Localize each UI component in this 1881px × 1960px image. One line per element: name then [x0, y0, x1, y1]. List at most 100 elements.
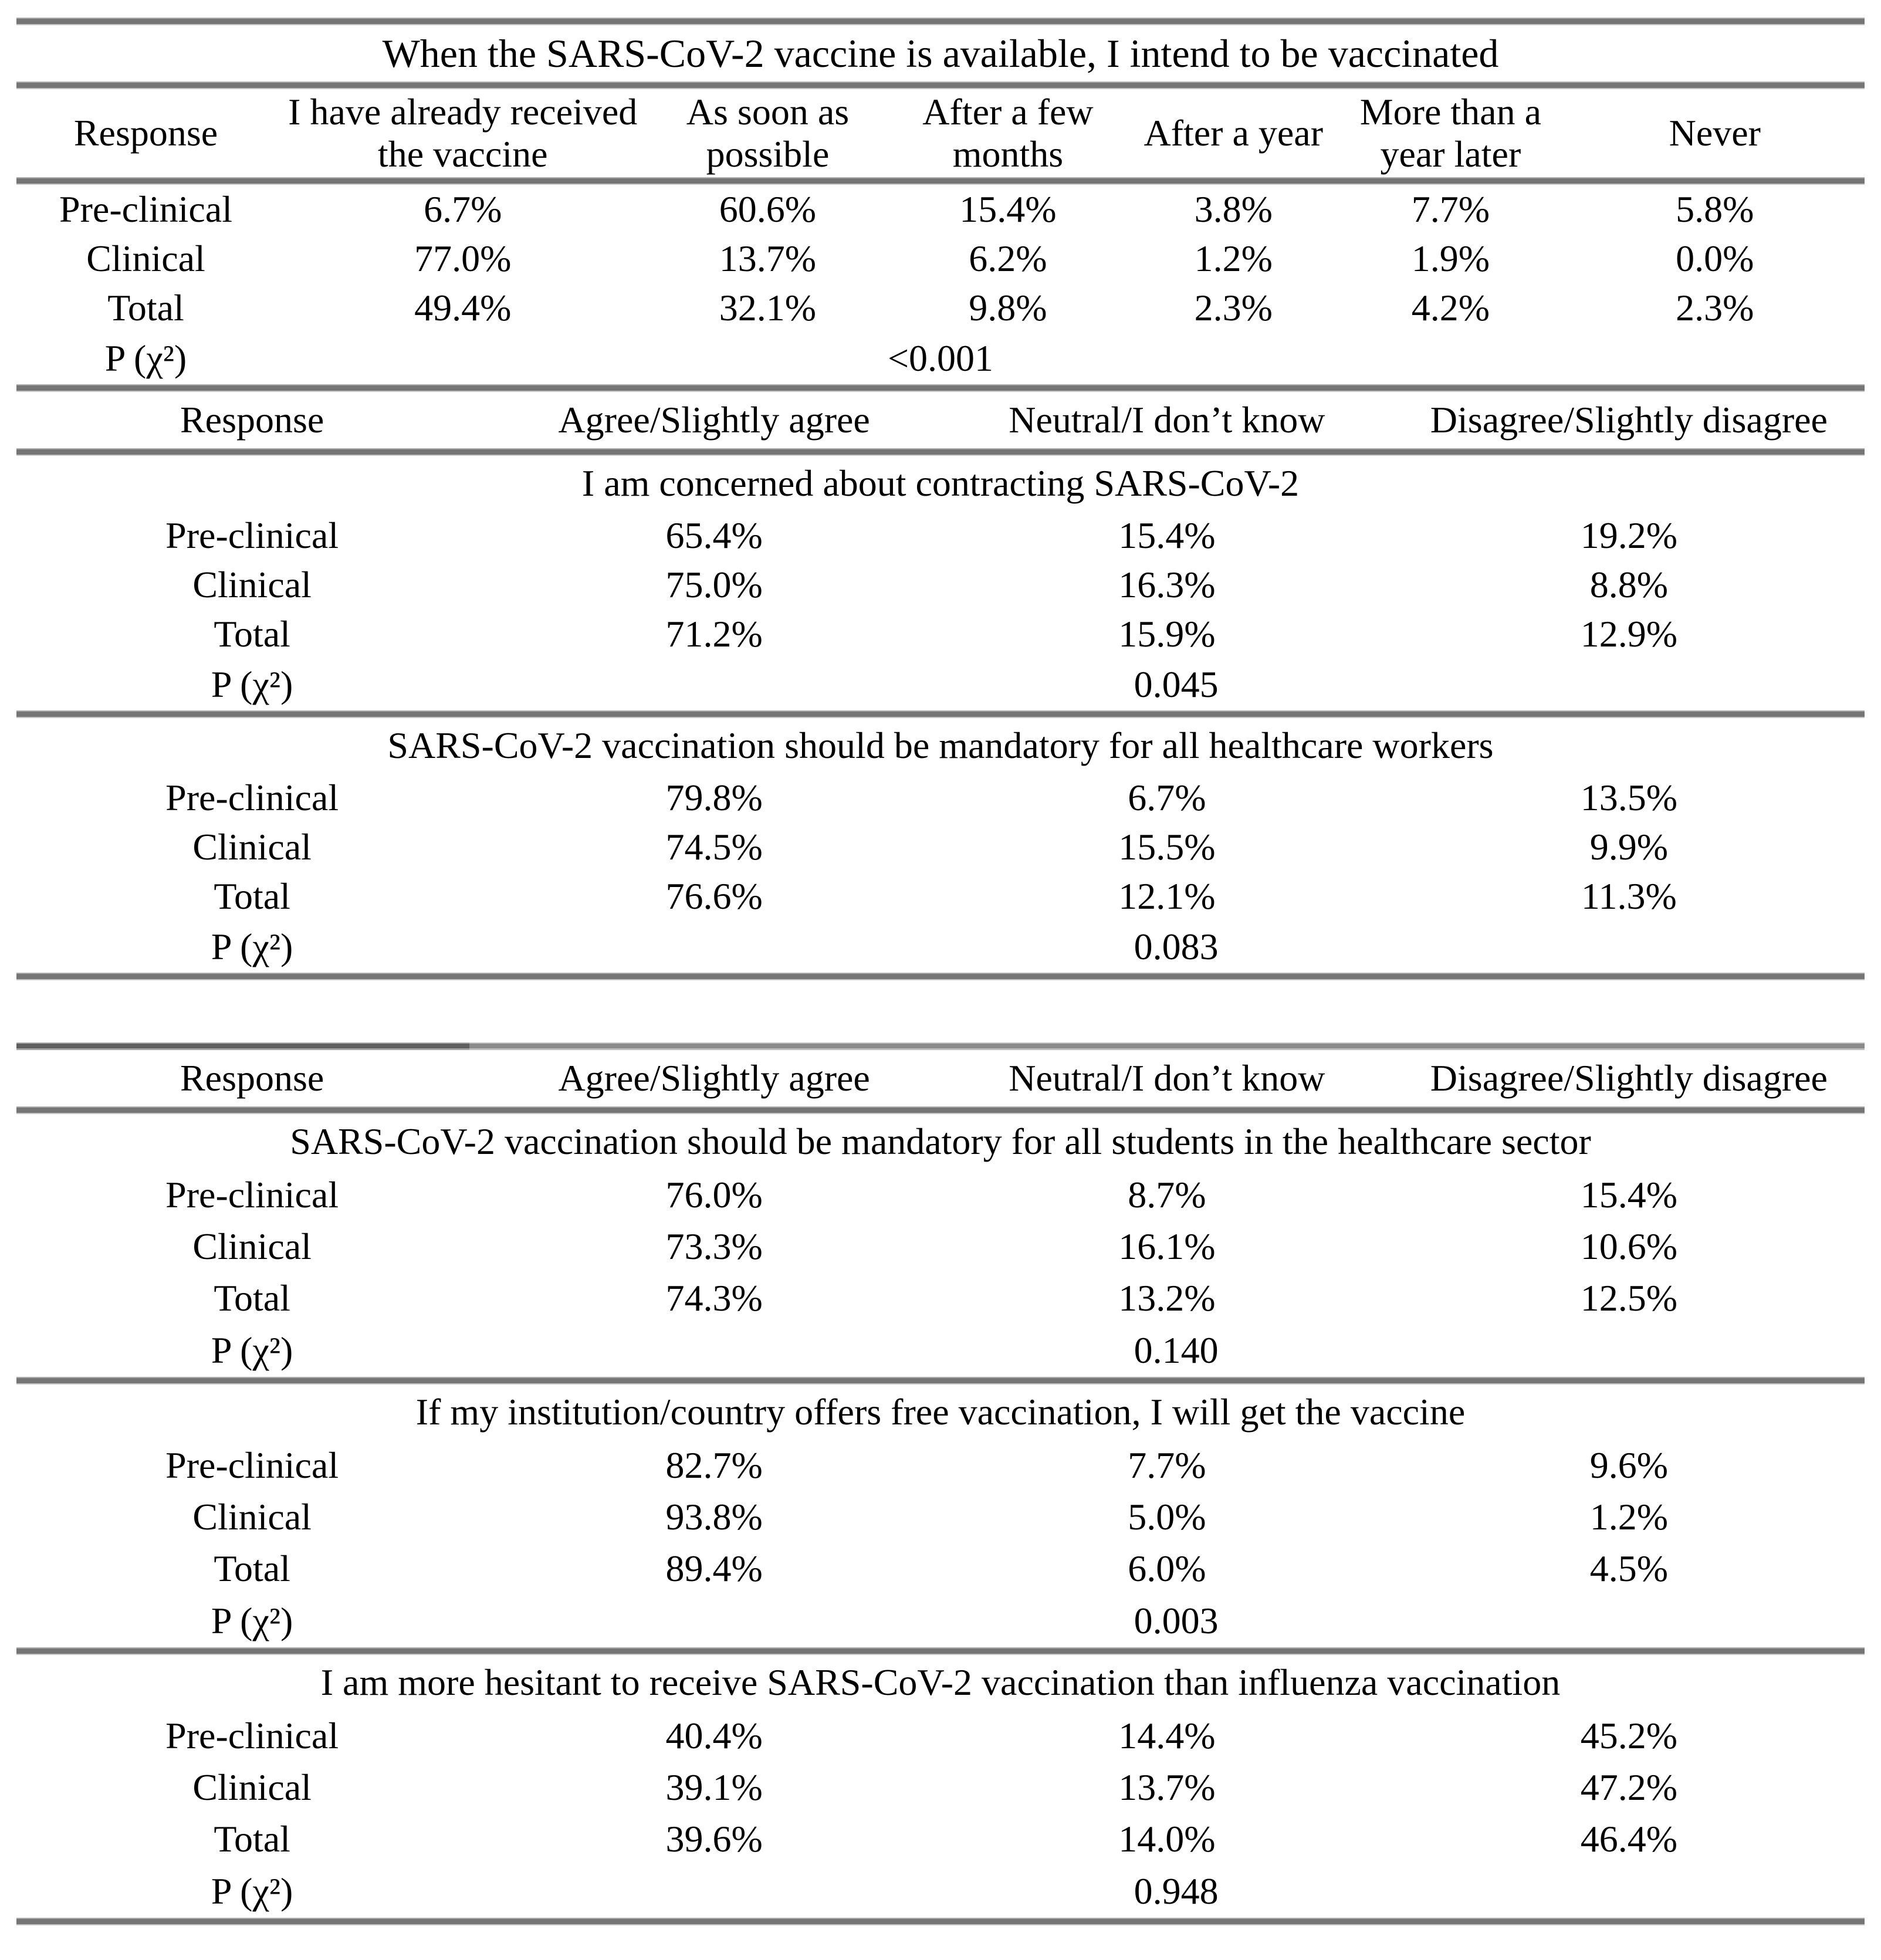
intent-and-attitudes-table: When the SARS-CoV-2 vaccine is available… [0, 18, 1881, 980]
intent-table-title: When the SARS-CoV-2 vaccine is available… [382, 31, 1499, 76]
p-value-row: P (χ²) <0.001 [16, 333, 1865, 384]
row-label: Clinical [192, 1766, 312, 1808]
row-label: Clinical [192, 1496, 312, 1538]
table-row-preclinical: Pre-clinical 82.7% 7.7% 9.6% [16, 1440, 1865, 1491]
cell-value: 7.7% [1128, 1444, 1206, 1486]
cell-value: 6.0% [1128, 1548, 1206, 1589]
cell-value: 39.6% [665, 1818, 763, 1860]
table-row-preclinical: Pre-clinical 40.4% 14.4% 45.2% [16, 1710, 1865, 1762]
cell-value: 46.4% [1580, 1818, 1678, 1860]
column-header-disagree: Disagree/Slightly disagree [1430, 399, 1828, 441]
table-row-clinical: Clinical 39.1% 13.7% 47.2% [16, 1762, 1865, 1813]
table-bottom-rule [16, 1918, 1865, 1925]
row-label: Total [214, 613, 290, 655]
cell-value: 75.0% [665, 564, 763, 605]
section-rule [16, 710, 1865, 718]
cell-value: 9.6% [1589, 1444, 1669, 1486]
p-value-row: P (χ²) 0.948 [16, 1865, 1865, 1918]
section-rule [16, 1647, 1865, 1655]
p-label: P (χ²) [211, 926, 293, 967]
row-label: Clinical [86, 238, 205, 279]
likert-header-row: Response Agree/Slightly agree Neutral/I … [16, 1050, 1865, 1106]
cell-value: 39.1% [665, 1766, 763, 1808]
cell-value: 14.0% [1118, 1818, 1216, 1860]
cell-value: 12.5% [1580, 1277, 1678, 1319]
p-value: <0.001 [887, 337, 994, 379]
row-label: Clinical [192, 826, 312, 868]
cell-value: 93.8% [665, 1496, 763, 1538]
cell-value: 7.7% [1411, 188, 1490, 230]
cell-value: 60.6% [719, 188, 817, 230]
table-row-clinical: Clinical 93.8% 5.0% 1.2% [16, 1491, 1865, 1543]
cell-value: 8.7% [1128, 1174, 1206, 1216]
statement-title: SARS-CoV-2 vaccination should be mandato… [387, 725, 1494, 766]
cell-value: 12.9% [1580, 613, 1678, 655]
column-header-agree: Agree/Slightly agree [558, 399, 870, 441]
rule-under-header [16, 448, 1865, 456]
cell-value: 6.7% [1128, 777, 1206, 818]
cell-value: 4.2% [1411, 287, 1490, 329]
statement-title: SARS-CoV-2 vaccination should be mandato… [290, 1121, 1591, 1162]
row-label: Total [214, 1818, 290, 1860]
cell-value: 11.3% [1581, 875, 1677, 917]
row-label: Total [107, 287, 184, 329]
cell-value: 2.3% [1194, 287, 1273, 329]
cell-value: 4.5% [1589, 1548, 1669, 1589]
cell-value: 5.0% [1128, 1496, 1206, 1538]
likert-header-row: Response Agree/Slightly agree Neutral/I … [16, 392, 1865, 448]
p-label: P (χ²) [104, 337, 187, 379]
rule-under-header [16, 1106, 1865, 1114]
cell-value: 16.3% [1118, 564, 1216, 605]
row-label: Pre-clinical [59, 188, 232, 230]
cell-value: 13.2% [1118, 1277, 1216, 1319]
cell-value: 12.1% [1118, 875, 1216, 917]
column-header-more-than-year: More than a year later [1359, 91, 1541, 175]
row-label: Total [214, 1548, 290, 1589]
cell-value: 13.7% [1118, 1766, 1216, 1808]
column-header-already-received: I have already received the vaccine [288, 91, 638, 175]
cell-value: 73.3% [665, 1226, 763, 1267]
cell-value: 16.1% [1118, 1226, 1216, 1267]
table-row-total: Total 89.4% 6.0% 4.5% [16, 1543, 1865, 1595]
table-row-preclinical: Pre-clinical 6.7% 60.6% 15.4% 3.8% 7.7% … [16, 185, 1865, 234]
row-label: Pre-clinical [165, 514, 339, 556]
cell-value: 1.9% [1411, 238, 1490, 279]
p-label: P (χ²) [211, 664, 293, 705]
row-label: Total [214, 1277, 290, 1319]
p-value: 0.140 [1134, 1329, 1219, 1371]
cell-value: 8.8% [1589, 564, 1669, 605]
cell-value: 82.7% [665, 1444, 763, 1486]
cell-value: 6.2% [969, 238, 1047, 279]
cell-value: 14.4% [1118, 1715, 1216, 1756]
table-row-total: Total 74.3% 13.2% 12.5% [16, 1272, 1865, 1324]
cell-value: 47.2% [1580, 1766, 1678, 1808]
cell-value: 15.5% [1118, 826, 1216, 868]
p-value-row: P (χ²) 0.083 [16, 921, 1865, 973]
p-value: 0.948 [1134, 1870, 1219, 1912]
column-header-response: Response [180, 1057, 324, 1099]
column-header-agree: Agree/Slightly agree [558, 1057, 870, 1099]
column-header-after-few-months: After a few months [922, 91, 1094, 175]
p-value: 0.003 [1134, 1600, 1219, 1641]
cell-value: 74.5% [665, 826, 763, 868]
cell-value: 1.2% [1194, 238, 1273, 279]
table-top-rule [16, 18, 1865, 25]
row-label: Pre-clinical [165, 1715, 339, 1756]
cell-value: 74.3% [665, 1277, 763, 1319]
table-row-preclinical: Pre-clinical 79.8% 6.7% 13.5% [16, 773, 1865, 822]
table-row-preclinical: Pre-clinical 65.4% 15.4% 19.2% [16, 511, 1865, 560]
attitudes-table-continued: Response Agree/Slightly agree Neutral/I … [0, 1042, 1881, 1925]
column-header-neutral: Neutral/I don’t know [1009, 1057, 1325, 1099]
cell-value: 71.2% [665, 613, 763, 655]
p-label: P (χ²) [211, 1329, 293, 1371]
statement-title: If my institution/country offers free va… [415, 1391, 1466, 1433]
cell-value: 65.4% [665, 514, 763, 556]
cell-value: 45.2% [1580, 1715, 1678, 1756]
table-row-clinical: Clinical 73.3% 16.1% 10.6% [16, 1221, 1865, 1272]
cell-value: 10.6% [1580, 1226, 1678, 1267]
rule-under-header [16, 177, 1865, 185]
table-gap [0, 980, 1881, 1042]
p-value: 0.083 [1134, 926, 1219, 967]
cell-value: 40.4% [665, 1715, 763, 1756]
